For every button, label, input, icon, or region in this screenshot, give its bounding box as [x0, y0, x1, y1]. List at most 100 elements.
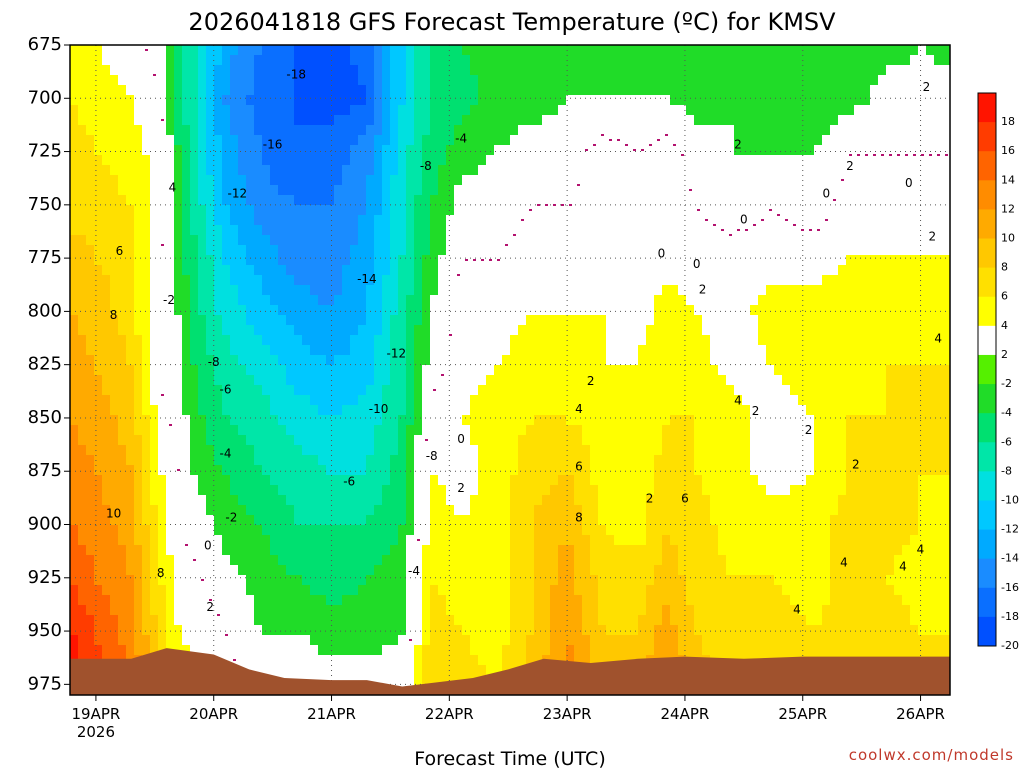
heat-cell [158, 465, 167, 476]
heat-cell [574, 355, 583, 366]
heat-cell [182, 205, 191, 216]
heat-cell [406, 105, 415, 116]
heat-cell [590, 605, 599, 616]
heat-cell [86, 235, 95, 246]
heat-cell [142, 615, 151, 626]
heat-cell [126, 435, 135, 446]
heat-cell [550, 425, 559, 436]
heat-cell [342, 115, 351, 126]
heat-cell [94, 225, 103, 236]
heat-cell [118, 535, 127, 546]
heat-cell [230, 515, 239, 526]
heat-cell [182, 595, 191, 606]
heat-cell [622, 55, 631, 66]
heat-cell [590, 235, 599, 246]
heat-cell [598, 145, 607, 156]
heat-cell [134, 45, 143, 56]
heat-cell [382, 575, 391, 586]
heat-cell [278, 145, 287, 156]
heat-cell [230, 45, 239, 56]
heat-cell [294, 225, 303, 236]
heat-cell [238, 615, 247, 626]
heat-cell [158, 145, 167, 156]
heat-cell [118, 375, 127, 386]
heat-cell [678, 365, 687, 376]
heat-cell [70, 305, 79, 316]
heat-cell [70, 455, 79, 466]
heat-cell [86, 535, 95, 546]
heat-cell [342, 395, 351, 406]
heat-cell [518, 205, 527, 216]
heat-cell [502, 245, 511, 256]
heat-cell [438, 625, 447, 636]
heat-cell [582, 135, 591, 146]
heat-cell [118, 175, 127, 186]
heat-cell [430, 325, 439, 336]
heat-cell [390, 415, 399, 426]
heat-cell [622, 525, 631, 536]
heat-cell [654, 45, 663, 56]
heat-cell [110, 185, 119, 196]
heat-cell [214, 355, 223, 366]
heat-cell [166, 625, 175, 636]
heat-cell [558, 525, 567, 536]
heat-cell [566, 295, 575, 306]
heat-cell [230, 395, 239, 406]
heat-cell [222, 185, 231, 196]
heat-cell [350, 285, 359, 296]
heat-cell [206, 265, 215, 276]
heat-cell [134, 405, 143, 416]
heat-cell [518, 405, 527, 416]
heat-cell [134, 545, 143, 556]
heat-cell [414, 215, 423, 226]
heat-cell [366, 405, 375, 416]
heat-cell [110, 585, 119, 596]
heat-cell [550, 165, 559, 176]
heat-cell [238, 145, 247, 156]
heat-cell [430, 285, 439, 296]
heat-cell [262, 665, 271, 676]
heat-cell [150, 645, 159, 656]
heat-cell [166, 435, 175, 446]
heat-cell [526, 525, 535, 536]
heat-cell [510, 105, 519, 116]
heat-cell [278, 305, 287, 316]
heat-cell [406, 445, 415, 456]
heat-cell [590, 305, 599, 316]
heat-cell [294, 175, 303, 186]
heat-cell [630, 95, 639, 106]
heat-cell [86, 475, 95, 486]
heat-cell [590, 185, 599, 196]
heat-cell [222, 85, 231, 96]
heat-cell [118, 505, 127, 516]
heat-cell [446, 305, 455, 316]
heat-cell [334, 565, 343, 576]
heat-cell [558, 315, 567, 326]
heat-cell [558, 285, 567, 296]
heat-cell [446, 565, 455, 576]
heat-cell [262, 165, 271, 176]
heat-cell [118, 165, 127, 176]
heat-cell [310, 475, 319, 486]
heat-cell [70, 515, 79, 526]
heat-cell [630, 455, 639, 466]
heat-cell [238, 655, 247, 666]
heat-cell [214, 65, 223, 76]
heat-cell [366, 415, 375, 426]
heat-cell [110, 545, 119, 556]
heat-cell [542, 605, 551, 616]
heat-cell [110, 425, 119, 436]
heat-cell [646, 55, 655, 66]
heat-cell [446, 45, 455, 56]
heat-cell [278, 405, 287, 416]
heat-cell [118, 625, 127, 636]
heat-cell [438, 175, 447, 186]
heat-cell [430, 655, 439, 666]
heat-cell [142, 385, 151, 396]
heat-cell [678, 265, 687, 276]
heat-cell [670, 625, 679, 636]
heat-cell [414, 445, 423, 456]
heat-cell [430, 505, 439, 516]
heat-cell [638, 495, 647, 506]
heat-cell [382, 555, 391, 566]
